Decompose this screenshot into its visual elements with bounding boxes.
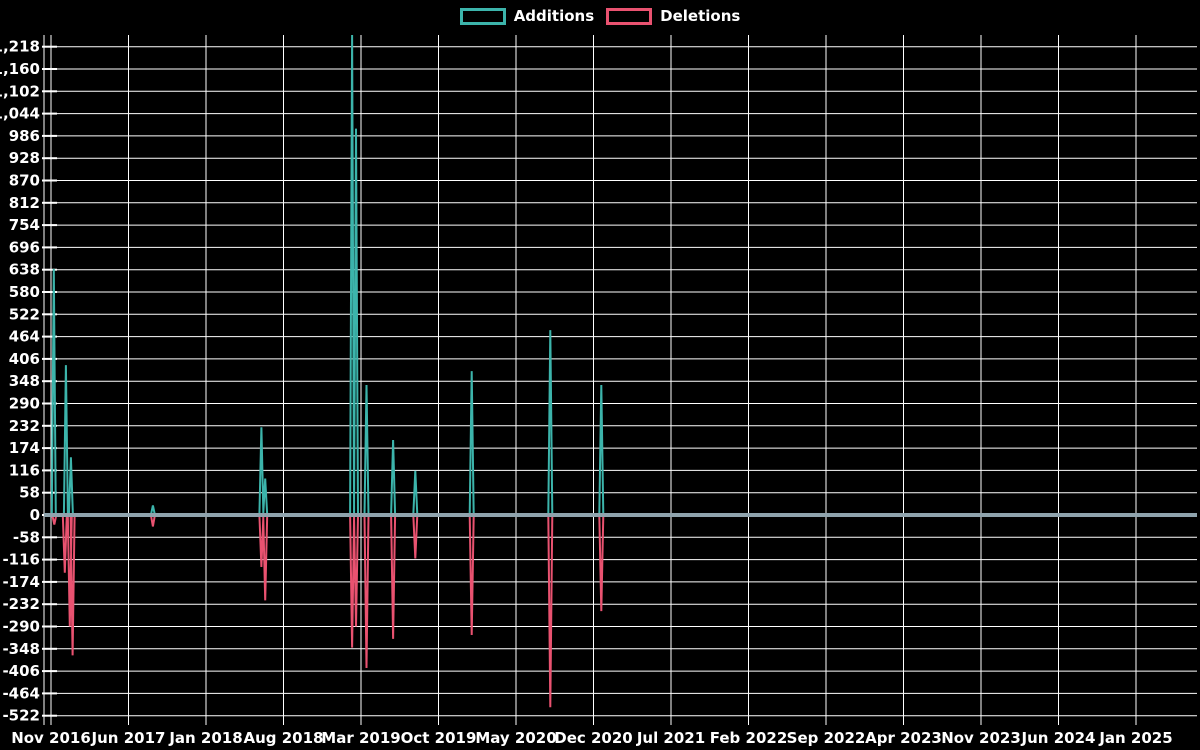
y-tick-label: 174 xyxy=(9,439,40,457)
y-tick-label: 580 xyxy=(9,283,40,301)
y-tick-label: 406 xyxy=(9,350,40,368)
x-tick-label: Jun 2024 xyxy=(1021,729,1096,747)
legend-label-additions: Additions xyxy=(513,7,595,25)
chart-legend: Additions Deletions xyxy=(0,8,1200,25)
y-tick-label: 928 xyxy=(9,149,40,167)
x-tick-label: Jan 2018 xyxy=(168,729,242,747)
x-tick-label: Dec 2020 xyxy=(554,729,633,747)
y-tick-label: 870 xyxy=(9,172,40,190)
series-line-deletions xyxy=(44,514,1197,708)
y-tick-label: 812 xyxy=(9,194,40,212)
y-tick-label: 754 xyxy=(9,216,40,234)
y-tick-label: 348 xyxy=(9,372,40,390)
y-tick-label: 1,160 xyxy=(0,60,40,78)
series-line-additions xyxy=(44,35,1197,516)
y-tick-label: -58 xyxy=(13,528,40,546)
legend-label-deletions: Deletions xyxy=(660,7,741,25)
y-tick-label: 58 xyxy=(19,484,40,502)
y-tick-label: 522 xyxy=(9,305,40,323)
x-tick-label: Nov 2023 xyxy=(941,729,1021,747)
y-tick-label: -290 xyxy=(2,618,40,636)
x-tick-label: Jul 2021 xyxy=(636,729,705,747)
x-tick-label: Apr 2023 xyxy=(865,729,942,747)
deletions-swatch-icon xyxy=(606,8,653,25)
x-tick-label: Jan 2025 xyxy=(1098,729,1172,747)
x-tick-label: Nov 2016 xyxy=(11,729,91,747)
x-tick-label: Sep 2022 xyxy=(787,729,866,747)
x-tick-label: Mar 2019 xyxy=(321,729,400,747)
y-tick-label: 116 xyxy=(9,461,40,479)
x-tick-label: May 2020 xyxy=(475,729,556,747)
y-tick-label: 232 xyxy=(9,417,40,435)
x-tick-label: Jun 2017 xyxy=(91,729,166,747)
y-tick-label: 1,218 xyxy=(0,38,40,56)
y-tick-label: 696 xyxy=(9,238,40,256)
y-tick-label: 1,044 xyxy=(0,105,40,123)
additions-swatch-icon xyxy=(459,8,506,25)
legend-item-additions[interactable]: Additions xyxy=(459,7,595,25)
y-tick-label: -232 xyxy=(2,595,40,613)
y-tick-label: 290 xyxy=(9,395,40,413)
y-tick-label: -406 xyxy=(2,662,40,680)
y-tick-label: 986 xyxy=(9,127,40,145)
y-tick-label: 0 xyxy=(30,506,40,524)
y-tick-label: -348 xyxy=(2,640,40,658)
x-tick-label: Aug 2018 xyxy=(244,729,324,747)
y-tick-label: -464 xyxy=(2,684,40,702)
y-tick-label: 1,102 xyxy=(0,82,40,100)
y-tick-label: 464 xyxy=(9,328,40,346)
y-tick-label: -174 xyxy=(2,573,40,591)
legend-item-deletions[interactable]: Deletions xyxy=(606,8,740,25)
x-tick-label: Feb 2022 xyxy=(710,729,788,747)
y-tick-label: -116 xyxy=(2,551,40,569)
x-tick-label: Oct 2019 xyxy=(401,729,477,747)
y-tick-label: 638 xyxy=(9,261,40,279)
y-tick-label: -522 xyxy=(2,707,40,725)
